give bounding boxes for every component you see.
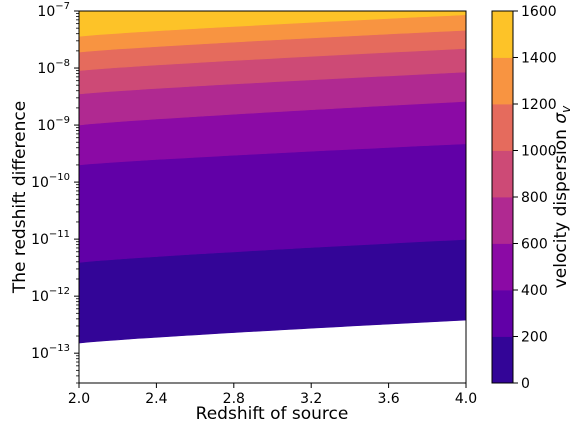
colorbar-segment-1200: [492, 57, 513, 105]
y-tick-label: 10−8: [37, 58, 70, 77]
colorbar-label-symbol: σ: [551, 112, 571, 124]
colorbar-segment-0: [492, 336, 513, 384]
colorbar-tick-label: 1400: [521, 51, 557, 67]
y-tick-label: 10−13: [31, 343, 70, 362]
x-tick-label: 2.4: [145, 391, 167, 407]
colorbar-tick-label: 800: [521, 190, 548, 206]
colorbar-tick-label: 600: [521, 237, 548, 253]
colorbar: 0 200 400 600 800 1000 1200 1400 1600: [491, 4, 557, 392]
y-tick-label: 10−7: [37, 1, 70, 20]
colorbar-segment-1400: [492, 11, 513, 58]
colorbar-label-subscript: v: [559, 105, 573, 113]
colorbar-segment-400: [492, 243, 513, 291]
y-axis: 10−7 10−8 10−9 10−10 10−11 10−12 10−13: [31, 1, 79, 384]
colorbar-segment-1000: [492, 104, 513, 151]
colorbar-label: velocity dispersion σv: [551, 105, 573, 288]
colorbar-tick-label: 1200: [521, 97, 557, 113]
colorbar-tick-label: 1000: [521, 144, 557, 160]
colorbar-tick-label: 1600: [521, 4, 557, 20]
x-tick-label: 3.2: [300, 391, 322, 407]
colorbar-tick-label: 400: [521, 283, 548, 299]
x-tick-label: 2.0: [68, 391, 90, 407]
colorbar-tick-label: 200: [521, 330, 548, 346]
y-tick-label: 10−9: [37, 115, 70, 134]
y-tick-label: 10−11: [31, 229, 70, 248]
x-tick-label: 2.8: [223, 391, 245, 407]
y-tick-label: 10−10: [31, 172, 70, 191]
x-tick-label: 4.0: [455, 391, 477, 407]
colorbar-segment-800: [492, 150, 513, 198]
x-axis: 2.0 2.4 2.8 3.2 3.6 4.0: [68, 383, 477, 407]
plot-frame: [78, 10, 467, 384]
y-tick-label: 10−12: [31, 286, 70, 305]
colorbar-segment-200: [492, 290, 513, 337]
x-axis-label: Redshift of source: [196, 404, 349, 424]
axes-frame: [78, 10, 467, 384]
colorbar-tick-label: 0: [521, 376, 530, 392]
plot-area: [78, 10, 467, 344]
colorbar-segment-600: [492, 197, 513, 244]
colorbar-label-text: velocity dispersion: [551, 124, 571, 289]
y-axis-label: The redshift difference: [10, 101, 30, 294]
x-tick-label: 3.6: [377, 391, 399, 407]
